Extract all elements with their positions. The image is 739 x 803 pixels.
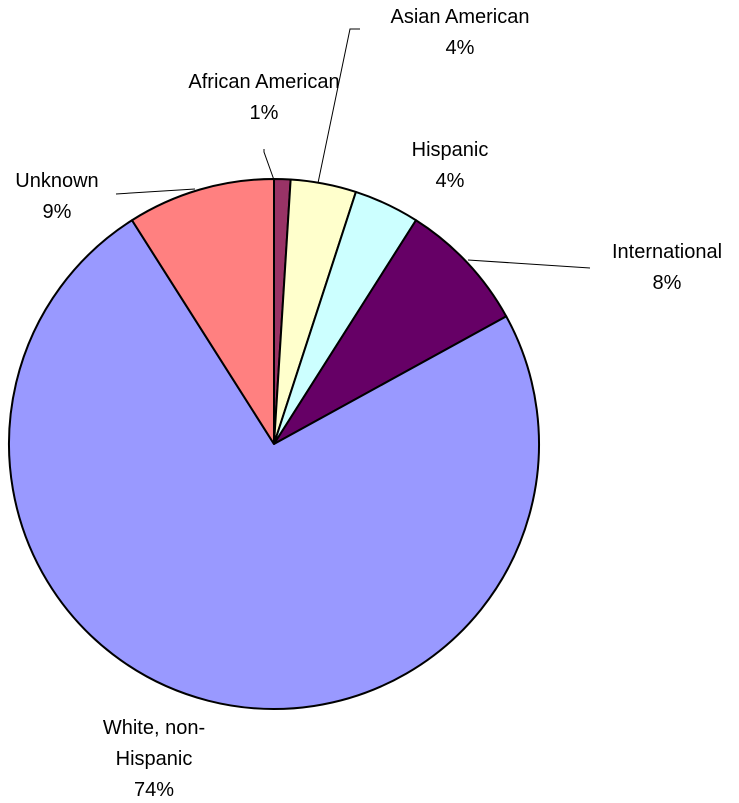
slice-label-line: 4% <box>436 170 465 192</box>
slice-label-line: Hispanic <box>116 748 193 770</box>
slice-label-line: 9% <box>43 201 72 223</box>
slice-label-line: White, non- <box>103 717 205 739</box>
slice-label-line: International <box>612 241 722 263</box>
slice-label-line: 74% <box>134 779 174 801</box>
pie-slice-unknown <box>131 178 275 445</box>
slice-label-line: Hispanic <box>412 139 489 161</box>
slice-label-line: 4% <box>446 37 475 59</box>
slice-label-line: Asian American <box>391 6 530 28</box>
leader-line-african-american <box>263 149 275 181</box>
slice-label-line: African American <box>188 71 339 93</box>
slice-label-white-non-hispanic: White, non- Hispanic 74% <box>103 717 205 801</box>
slice-label-line: 1% <box>250 102 279 124</box>
slice-label-line: Unknown <box>15 170 98 192</box>
leader-lines <box>115 28 591 269</box>
pie-slice-international <box>273 219 508 445</box>
leader-line-international <box>467 259 591 269</box>
leader-line-unknown <box>115 188 196 195</box>
slice-label-asian-american: Asian American 4% <box>391 6 530 59</box>
slice-label-unknown: Unknown 9% <box>15 170 98 223</box>
leader-line-asian-american <box>317 28 360 184</box>
slice-labels: African American 1%Asian American 4%Hispan… <box>15 6 722 801</box>
pie-slice-white-non-hispanic <box>8 219 540 710</box>
slice-label-international: International 8% <box>612 241 722 294</box>
slice-label-line: 8% <box>653 272 682 294</box>
pie-slices <box>8 177 540 710</box>
slice-label-hispanic: Hispanic 4% <box>412 139 489 192</box>
slice-label-african-american: African American 1% <box>188 71 339 124</box>
